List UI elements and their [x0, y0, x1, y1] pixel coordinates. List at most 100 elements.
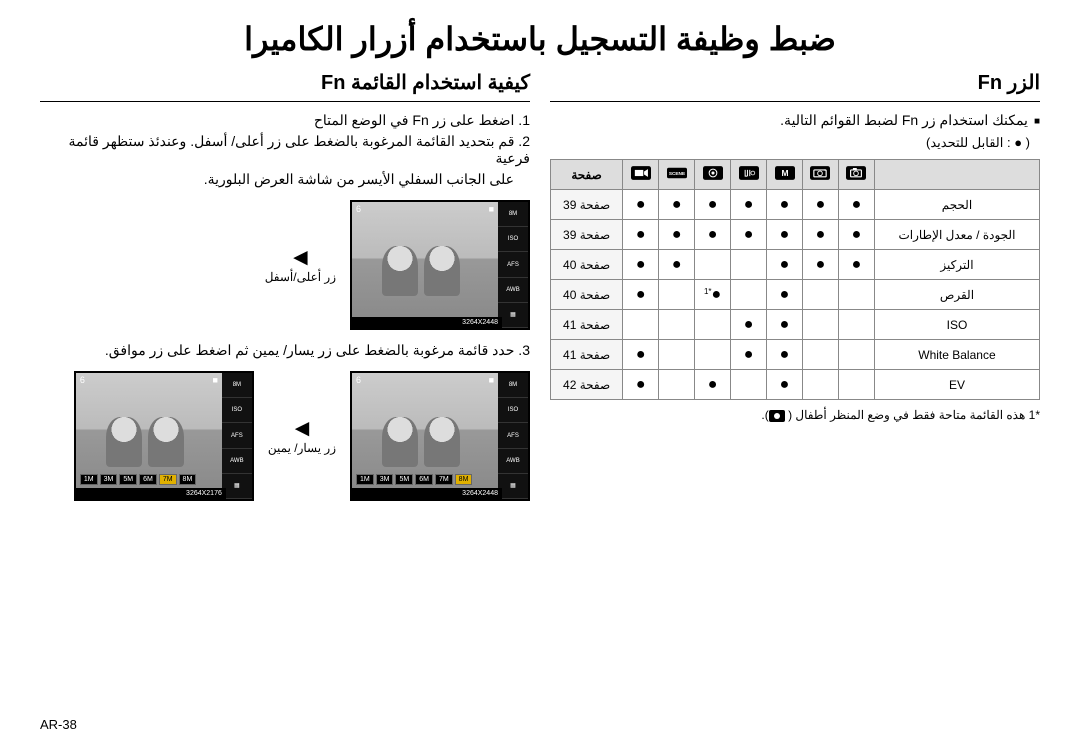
feature-cell: ●	[659, 250, 695, 280]
step-2b: على الجانب السفلي الأيسر من شاشة العرض ا…	[40, 171, 514, 188]
col-page: صفحة	[551, 160, 623, 190]
row-page: صفحة 39	[551, 220, 623, 250]
feature-cell	[695, 340, 731, 370]
camera-side-icon: 8M	[222, 373, 252, 398]
page-title: ضبط وظيفة التسجيل باستخدام أزرار الكامير…	[40, 20, 1040, 58]
leftright-caption: زر يسار/ يمين	[268, 441, 336, 455]
feature-cell	[659, 280, 695, 310]
row-page: صفحة 40	[551, 280, 623, 310]
screenshot-row-2: ■6 8MISOAFSAWB▦ 8M7M6M5M3M1M 3264X2448 ◄…	[40, 371, 530, 501]
mode-movie-icon	[623, 160, 659, 190]
feature-cell: ●	[802, 220, 838, 250]
feature-cell	[695, 250, 731, 280]
mode-smart-icon: +	[802, 160, 838, 190]
camera-side-icon: 8M	[498, 202, 528, 227]
shots-remaining: 6	[356, 204, 361, 218]
svg-text:M: M	[781, 168, 788, 178]
table-row: EV●●●صفحة 42	[551, 370, 1040, 400]
mode-m-icon: M	[767, 160, 803, 190]
camera-side-icon: AFS	[498, 423, 528, 448]
feature-cell	[838, 370, 874, 400]
feature-cell	[838, 310, 874, 340]
row-label: ISO	[874, 310, 1039, 340]
feature-cell	[731, 280, 767, 310]
feature-cell: ●	[838, 250, 874, 280]
updown-caption: زر أعلى/أسفل	[265, 270, 336, 284]
size-option: 6M	[415, 474, 433, 485]
camera-side-icon: AFS	[222, 423, 252, 448]
rec-icon: ■	[489, 204, 494, 218]
row-page: صفحة 39	[551, 190, 623, 220]
size-option: 1M	[80, 474, 98, 485]
camera-side-icon: ISO	[498, 398, 528, 423]
feature-cell: ●	[767, 250, 803, 280]
row-label: EV	[874, 370, 1039, 400]
table-row: التركيز●●●●●صفحة 40	[551, 250, 1040, 280]
feature-cell: ●	[623, 220, 659, 250]
mode-auto-icon	[838, 160, 874, 190]
resolution-text: 3264X2448	[462, 319, 498, 326]
camera-side-icon: AWB	[498, 449, 528, 474]
feature-cell: ●	[695, 370, 731, 400]
feature-cell: ●	[731, 310, 767, 340]
feature-cell: ●	[659, 190, 695, 220]
row-page: صفحة 41	[551, 340, 623, 370]
feature-cell	[623, 310, 659, 340]
feature-cell	[695, 310, 731, 340]
size-option: 5M	[395, 474, 413, 485]
fn-intro: يمكنك استخدام زر Fn لضبط القوائم التالية…	[550, 112, 1040, 129]
feature-cell: ●	[767, 220, 803, 250]
size-option: 1M	[356, 474, 374, 485]
col-blank	[874, 160, 1039, 190]
feature-cell: ●	[659, 220, 695, 250]
size-option: 3M	[100, 474, 118, 485]
row-label: الجودة / معدل الإطارات	[874, 220, 1039, 250]
feature-cell: ●	[623, 370, 659, 400]
camera-side-icon: AWB	[222, 449, 252, 474]
feature-cell	[659, 370, 695, 400]
camera-side-icon: ▦	[498, 303, 528, 328]
camera-side-icon: AWB	[498, 278, 528, 303]
mode-scene-icon: SCENE	[659, 160, 695, 190]
howto-heading: كيفية استخدام القائمة Fn	[40, 70, 530, 102]
table-row: ISO ●● صفحة 41	[551, 310, 1040, 340]
feature-cell	[731, 370, 767, 400]
table-row: الحجم●●●●●●●صفحة 39	[551, 190, 1040, 220]
svg-text:SCENE: SCENE	[669, 171, 685, 176]
feature-cell: ●	[767, 340, 803, 370]
size-option: 8M	[179, 474, 197, 485]
child-scene-icon	[769, 410, 785, 422]
feature-cell	[802, 340, 838, 370]
feature-cell: ●	[802, 190, 838, 220]
table-row: الجودة / معدل الإطارات●●●●●●●صفحة 39	[551, 220, 1040, 250]
size-option: 7M	[435, 474, 453, 485]
row-page: صفحة 41	[551, 310, 623, 340]
feature-cell: ●	[767, 280, 803, 310]
step-2a: 2. قم بتحديد القائمة المرغوبة بالضغط على…	[40, 133, 530, 167]
feature-cell: ●	[838, 220, 874, 250]
feature-cell: ●	[802, 250, 838, 280]
selectable-legend: ( ● : القابل للتحديد)	[550, 135, 1030, 151]
row-label: التركيز	[874, 250, 1039, 280]
row-label: الحجم	[874, 190, 1039, 220]
row-page: صفحة 40	[551, 250, 623, 280]
mode-dis-icon	[731, 160, 767, 190]
row-label: القرص	[874, 280, 1039, 310]
feature-cell: ●	[695, 190, 731, 220]
feature-cell	[659, 310, 695, 340]
size-option: 8M	[455, 474, 473, 485]
feature-cell	[838, 280, 874, 310]
step-1: 1. اضغط على زر Fn في الوضع المتاح	[40, 112, 530, 129]
feature-cell: ●	[767, 310, 803, 340]
page-number: AR-38	[40, 717, 77, 732]
row-label: White Balance	[874, 340, 1039, 370]
size-option: 7M	[159, 474, 177, 485]
camera-preview-1: ■6 8MISOAFSAWB▦ 3264X2448	[350, 200, 530, 330]
fn-heading: الزر Fn	[550, 70, 1040, 102]
feature-cell: ●	[767, 190, 803, 220]
camera-side-icon: ISO	[222, 398, 252, 423]
row-page: صفحة 42	[551, 370, 623, 400]
size-option: 3M	[376, 474, 394, 485]
feature-cell	[731, 250, 767, 280]
camera-side-icon: ▦	[498, 474, 528, 499]
